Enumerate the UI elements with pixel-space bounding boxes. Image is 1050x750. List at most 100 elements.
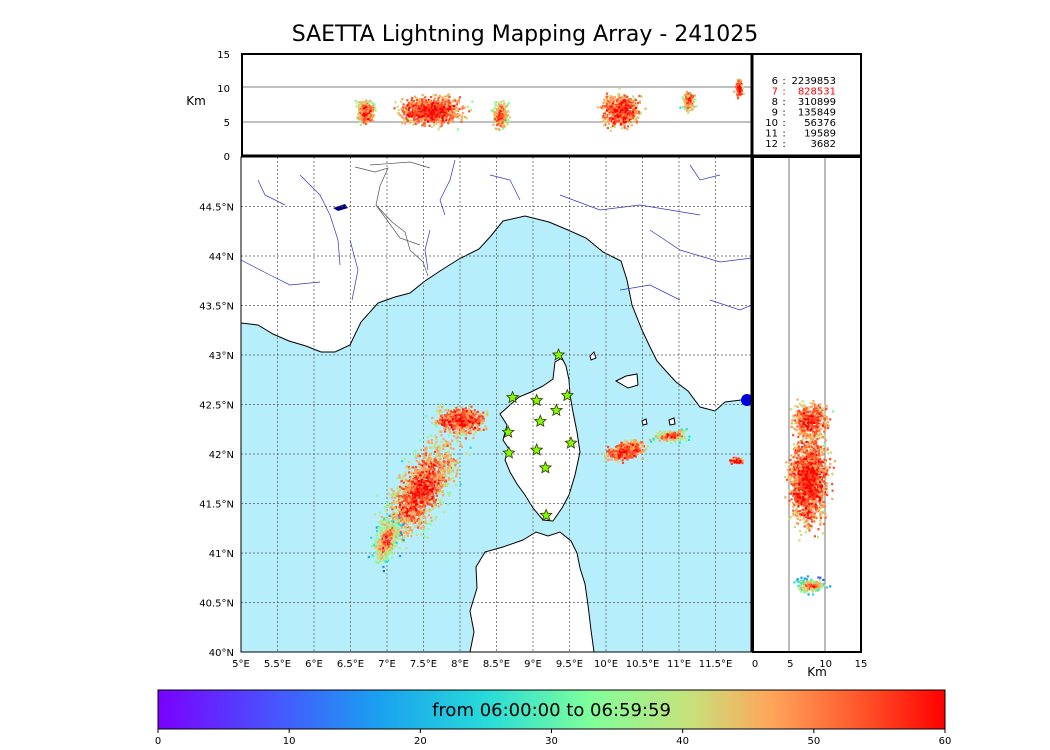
- colorbar-tick-label: 20: [414, 736, 427, 747]
- lon-tick-label: 6°E: [305, 659, 323, 670]
- altitude-y-ticks: 0 5 10 15: [217, 50, 230, 163]
- lat-tick-label: 44.5°N: [199, 203, 234, 214]
- count-value: 2239853: [791, 76, 836, 87]
- station-star-icon: [539, 508, 553, 522]
- altitude-tick-label: 10: [217, 84, 230, 95]
- sardinia-island: [469, 531, 595, 652]
- lon-tick-label: 9°E: [524, 659, 542, 670]
- lon-tick-label: 5.5°E: [264, 659, 291, 670]
- mainland-land: [241, 157, 752, 412]
- lat-tick-label: 44°N: [209, 252, 234, 263]
- dense-sources-marker: [741, 394, 753, 406]
- count-level: 9: [772, 108, 778, 119]
- lat-tick-label: 41°N: [209, 549, 234, 560]
- lat-tick-label: 42.5°N: [199, 401, 234, 412]
- lon-tick-label: 11.5°E: [699, 659, 733, 670]
- colorbar-tick-label: 40: [676, 736, 689, 747]
- lat-tick-label: 41.5°N: [199, 500, 234, 511]
- station-star-icon: [505, 390, 520, 404]
- map-lightning-sources: [367, 403, 745, 573]
- altitude-tick-label: 5: [224, 118, 230, 129]
- latitude-ticks: 40°N 40.5°N 41°N 41.5°N 42°N 42.5°N 43°N 43.5°N…: [199, 203, 234, 660]
- count-value: 56376: [804, 118, 836, 129]
- station-star-icon: [564, 436, 578, 449]
- colorbar-tick-label: 30: [545, 736, 558, 747]
- map-grid: [241, 157, 752, 652]
- altitude-tick-label: 0: [224, 152, 230, 163]
- lon-tick-label: 7.5°E: [410, 659, 437, 670]
- counts-legend-box: [751, 53, 862, 157]
- lon-tick-label: 5°E: [232, 659, 250, 670]
- montecristo-island: [641, 418, 648, 426]
- lon-tick-label: 6.5°E: [337, 659, 364, 670]
- lat-tick-label: 40.5°N: [199, 599, 234, 610]
- lake-icon: [333, 204, 348, 211]
- altitude-tick-label: 15: [217, 50, 230, 61]
- count-level: 8: [772, 97, 778, 108]
- count-level: 7: [772, 87, 778, 98]
- count-separator: :: [782, 76, 785, 87]
- side-xlabel: Km: [807, 665, 827, 679]
- lat-tick-label: 42°N: [209, 450, 234, 461]
- figure-title: SAETTA Lightning Mapping Array - 241025: [291, 22, 759, 47]
- lat-tick-label: 43.5°N: [199, 302, 234, 313]
- count-separator: :: [782, 97, 785, 108]
- lat-tick-label: 40°N: [209, 648, 234, 659]
- map-panel: [241, 157, 752, 652]
- count-value: 310899: [798, 97, 836, 108]
- lon-tick-label: 9.5°E: [556, 659, 583, 670]
- count-separator: :: [782, 118, 785, 129]
- station-markers: [501, 347, 578, 522]
- altitude-panel: 0 5 10 15 Km: [186, 50, 753, 163]
- side-x-ticks: 0 5 10 15: [752, 659, 868, 670]
- count-level: 6: [772, 76, 778, 87]
- colorbar: [157, 689, 946, 730]
- colorbar-tick-label: 60: [939, 736, 952, 747]
- altitude-lightning-sources: [354, 78, 745, 132]
- count-separator: :: [782, 129, 785, 140]
- station-star-icon: [538, 460, 553, 474]
- count-value: 3682: [811, 139, 836, 150]
- count-value: 135849: [798, 108, 836, 119]
- side-tick-label: 15: [855, 659, 868, 670]
- count-value: 19589: [804, 129, 836, 140]
- giglio-island: [668, 417, 676, 426]
- lon-tick-label: 11°E: [667, 659, 691, 670]
- side-altitude-panel: 0 5 10 15 Km: [741, 156, 868, 679]
- station-star-icon: [501, 425, 515, 438]
- count-level: 12: [765, 139, 778, 150]
- lon-tick-label: 10.5°E: [626, 659, 660, 670]
- counts-legend: 6:22398537:8285318:3108999:13584910:5637…: [765, 76, 836, 150]
- lon-tick-label: 10°E: [594, 659, 618, 670]
- colorbar-tick-label: 10: [283, 736, 296, 747]
- count-value: 828531: [798, 87, 836, 98]
- colorbar-ticks: 0 10 20 30 40 50 60: [155, 729, 952, 747]
- colorbar-label: from 06:00:00 to 06:59:59: [432, 700, 671, 721]
- station-star-icon: [551, 347, 566, 361]
- capraia-island: [589, 351, 597, 361]
- lon-tick-label: 8°E: [451, 659, 469, 670]
- side-tick-label: 10: [819, 659, 832, 670]
- side-tick-label: 5: [787, 659, 793, 670]
- longitude-ticks: 5°E 5.5°E 6°E 6.5°E 7°E 7.5°E 8°E 8.5°E 9°E 9.5°E…: [232, 659, 732, 670]
- station-star-icon: [533, 414, 547, 428]
- count-separator: :: [782, 87, 785, 98]
- lat-tick-label: 43°N: [209, 351, 234, 362]
- station-star-icon: [549, 403, 564, 417]
- station-star-icon: [560, 388, 574, 402]
- altitude-ylabel: Km: [186, 94, 206, 108]
- lon-tick-label: 8.5°E: [483, 659, 510, 670]
- elba-island: [614, 373, 639, 389]
- station-star-icon: [502, 445, 516, 459]
- count-level: 11: [765, 129, 778, 140]
- rivers: [241, 159, 752, 311]
- colorbar-tick-label: 50: [807, 736, 820, 747]
- station-star-icon: [529, 393, 544, 407]
- side-tick-label: 0: [752, 659, 758, 670]
- colorbar-tick-label: 0: [155, 736, 161, 747]
- count-separator: :: [782, 139, 785, 150]
- station-star-icon: [529, 442, 544, 456]
- lon-tick-label: 7°E: [378, 659, 396, 670]
- side-lightning-sources: [783, 398, 837, 596]
